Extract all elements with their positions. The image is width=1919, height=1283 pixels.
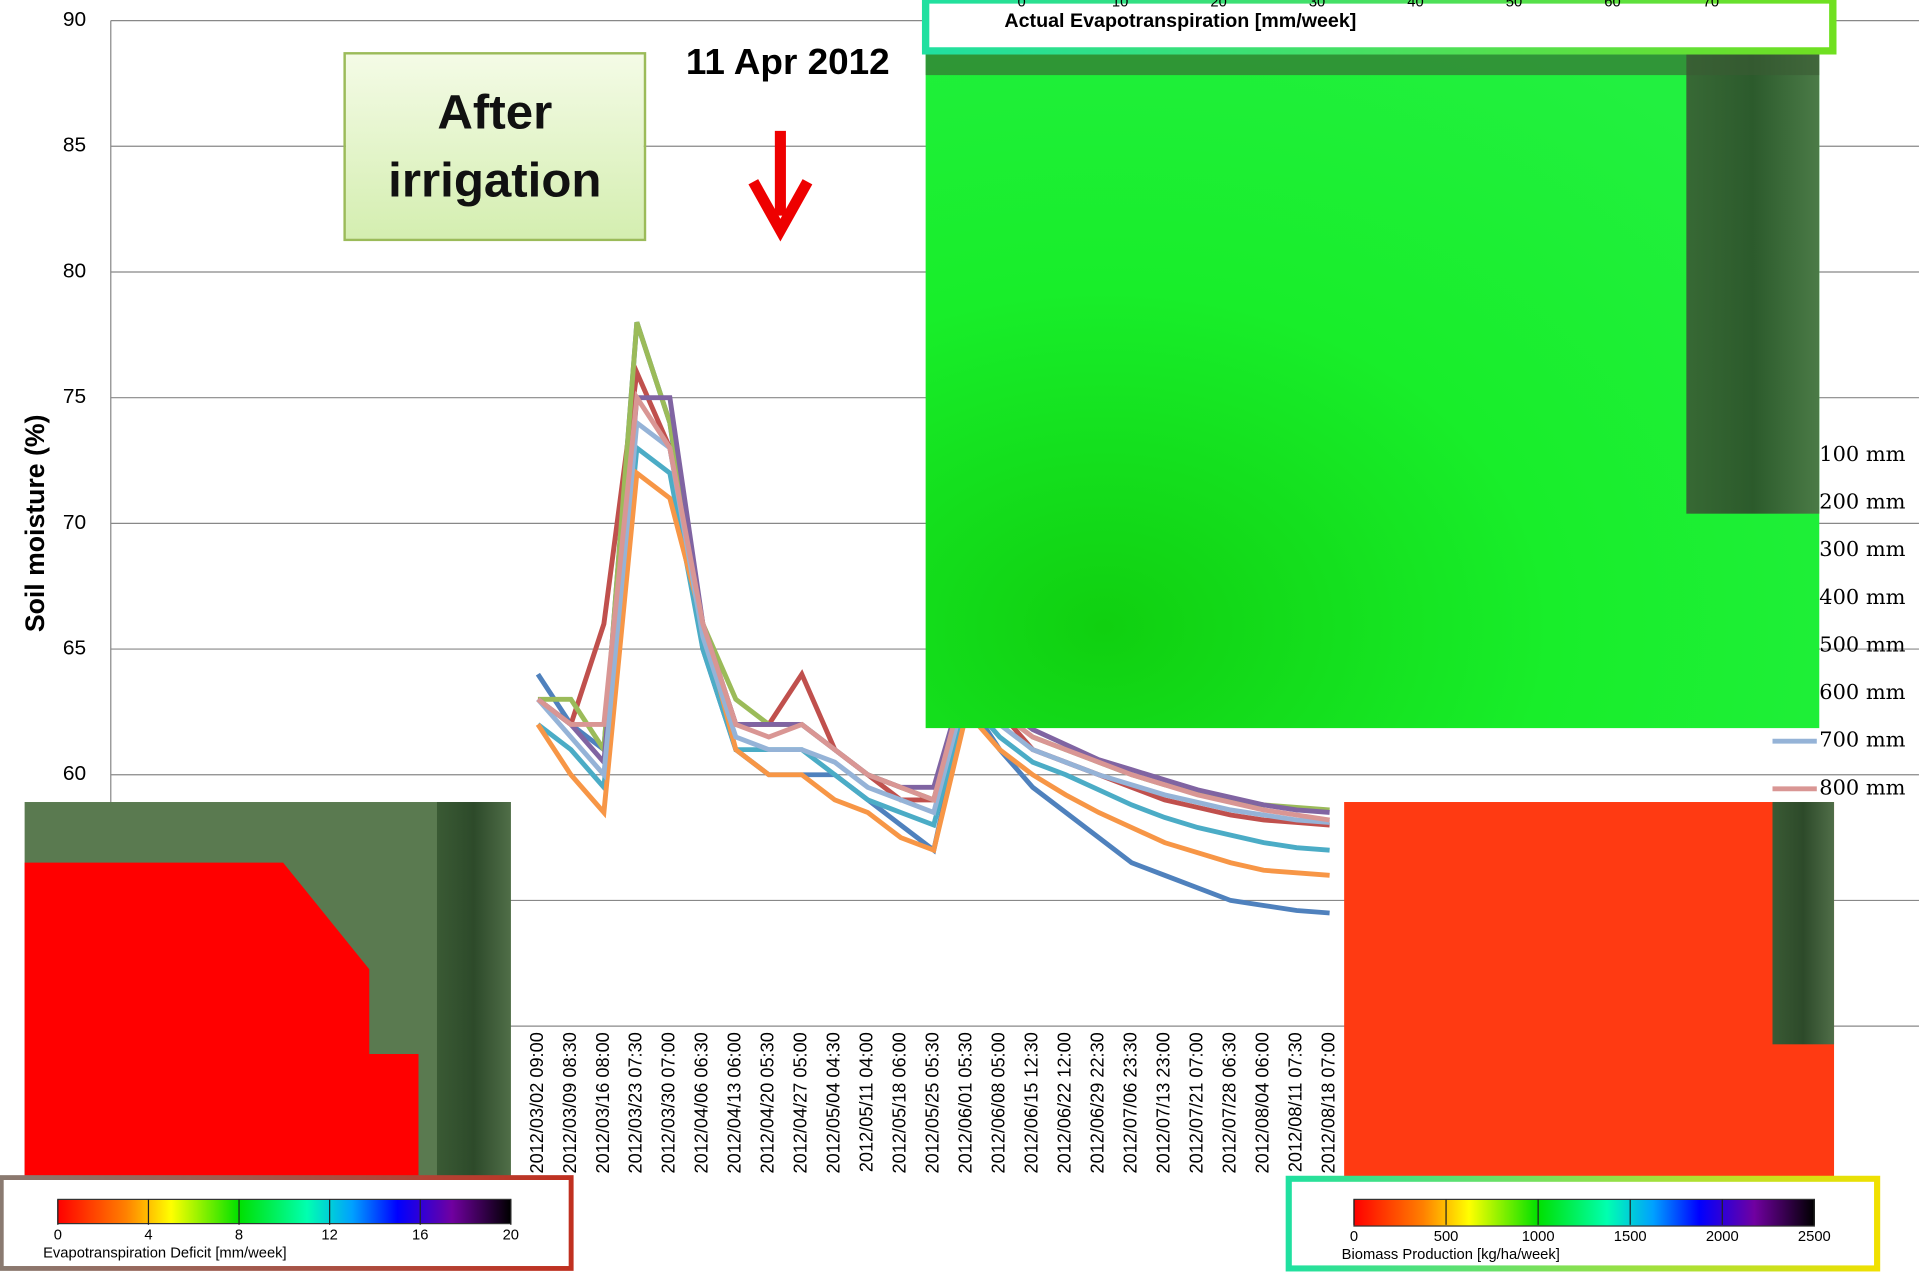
- y-tick-label: 65: [63, 637, 86, 660]
- colorbar-tick-label: 16: [412, 1228, 428, 1244]
- series-line: [536, 390, 1330, 823]
- colorbar-tick-label: 4: [144, 1228, 152, 1244]
- x-tick-label: 2012/06/01 05:30: [954, 1032, 975, 1173]
- legend-label: 700 mm: [1819, 728, 1906, 752]
- x-tick-label: 2012/05/04 04:30: [823, 1032, 844, 1173]
- x-tick-label: 2012/03/09 08:30: [559, 1032, 580, 1173]
- x-tick-label: 2012/03/30 07:00: [658, 1032, 679, 1173]
- x-tick-label: 2012/06/22 12:00: [1053, 1032, 1074, 1173]
- legend-label: 300 mm: [1819, 537, 1906, 561]
- x-tick-label: 2012/03/16 08:00: [592, 1032, 613, 1173]
- colorbar-tick-label: 60: [1604, 0, 1620, 10]
- x-tick-label: 2012/04/06 06:30: [691, 1032, 712, 1173]
- y-tick-label: 80: [63, 260, 86, 283]
- arrow: [748, 130, 813, 242]
- colorbar-tick-label: 70: [1703, 0, 1719, 10]
- colorbar-tick-label: 0: [54, 1228, 62, 1244]
- map-image: [436, 802, 511, 1178]
- colorbar-tick-label: 50: [1506, 0, 1522, 10]
- map-image: [1772, 802, 1835, 1045]
- y-tick-label: 70: [63, 511, 86, 534]
- x-tick-label: 2012/07/13 23:00: [1152, 1032, 1173, 1173]
- legend-label: 600 mm: [1819, 680, 1906, 704]
- map-image: [925, 53, 1820, 729]
- colorbar: [1353, 1198, 1815, 1227]
- colorbar-tick-label: 20: [503, 1228, 519, 1244]
- x-tick-label: 2012/08/04 06:00: [1251, 1032, 1272, 1173]
- x-tick-label: 2012/06/29 22:30: [1086, 1032, 1107, 1173]
- x-tick-label: 2012/07/21 07:00: [1185, 1032, 1206, 1173]
- colorbar-title: Evapotranspiration Deficit [mm/week]: [43, 1246, 287, 1262]
- series-line: [536, 395, 1330, 815]
- x-tick-label: 2012/07/06 23:30: [1119, 1032, 1140, 1173]
- legend-label: 200 mm: [1819, 490, 1906, 514]
- series-line: [536, 443, 1330, 853]
- colorbar-tick-label: 40: [1407, 0, 1423, 10]
- map-image: [24, 862, 419, 1178]
- x-tick-label: 2012/04/20 05:30: [757, 1032, 778, 1173]
- y-tick-label: 75: [63, 385, 86, 408]
- y-tick-label: 90: [63, 8, 86, 31]
- x-tick-label: 2012/04/27 05:00: [790, 1032, 811, 1173]
- legend-label: 800 mm: [1819, 775, 1906, 799]
- x-tick-label: 2012/05/11 04:00: [856, 1032, 877, 1172]
- x-tick-label: 2012/05/18 06:00: [889, 1032, 910, 1173]
- x-tick-label: 2012/05/25 05:30: [922, 1032, 943, 1173]
- legend-label: 100 mm: [1819, 442, 1906, 466]
- x-tick-label: 2012/03/02 09:00: [526, 1032, 547, 1173]
- y-tick-label: 60: [63, 762, 86, 785]
- x-tick-label: 2012/06/15 12:30: [1020, 1032, 1041, 1173]
- colorbar-tick-label: 30: [1309, 0, 1325, 10]
- legend-label: 500 mm: [1819, 633, 1906, 657]
- colorbar-tick-label: 0: [1018, 0, 1026, 10]
- x-tick-label: 2012/07/28 06:30: [1218, 1032, 1239, 1173]
- legend-label: 400 mm: [1819, 585, 1906, 609]
- annotation: 11 Apr 2012: [686, 41, 890, 82]
- y-tick-label: 85: [63, 134, 86, 157]
- colorbar-tick-label: 8: [235, 1228, 243, 1244]
- colorbar-tick-label: 1500: [1614, 1229, 1647, 1245]
- colorbar-tick-label: 500: [1434, 1229, 1459, 1245]
- colorbar-tick-label: 12: [321, 1228, 337, 1244]
- y-axis-label: Soil moisture (%): [20, 415, 50, 633]
- map-image: [1344, 802, 1835, 1181]
- colorbar-tick-label: 0: [1350, 1229, 1358, 1245]
- map-image: [925, 53, 1820, 76]
- colorbar-panel: [921, 0, 1837, 55]
- series-line: [535, 468, 1330, 878]
- colorbar-tick-label: 10: [1112, 0, 1128, 10]
- colorbar-title: Actual Evapotranspiration [mm/week]: [1004, 10, 1356, 32]
- colorbar: [57, 1198, 512, 1225]
- colorbar-tick-label: 2500: [1798, 1229, 1831, 1245]
- colorbar-tick-label: 1000: [1522, 1229, 1555, 1245]
- colorbar-title: Biomass Production [kg/ha/week]: [1342, 1247, 1560, 1263]
- annotation-box: After irrigation: [343, 52, 647, 242]
- x-tick-label: 2012/06/08 05:00: [987, 1032, 1008, 1173]
- x-tick-label: 2012/03/23 07:30: [625, 1032, 646, 1173]
- colorbar-tick-label: 20: [1210, 0, 1226, 10]
- map-image: [1686, 53, 1820, 514]
- x-tick-label: 2012/08/11 07:30: [1284, 1032, 1305, 1172]
- colorbar-tick-label: 2000: [1706, 1229, 1739, 1245]
- x-tick-label: 2012/04/13 06:00: [724, 1032, 745, 1173]
- x-tick-label: 2012/08/18 07:00: [1317, 1032, 1338, 1173]
